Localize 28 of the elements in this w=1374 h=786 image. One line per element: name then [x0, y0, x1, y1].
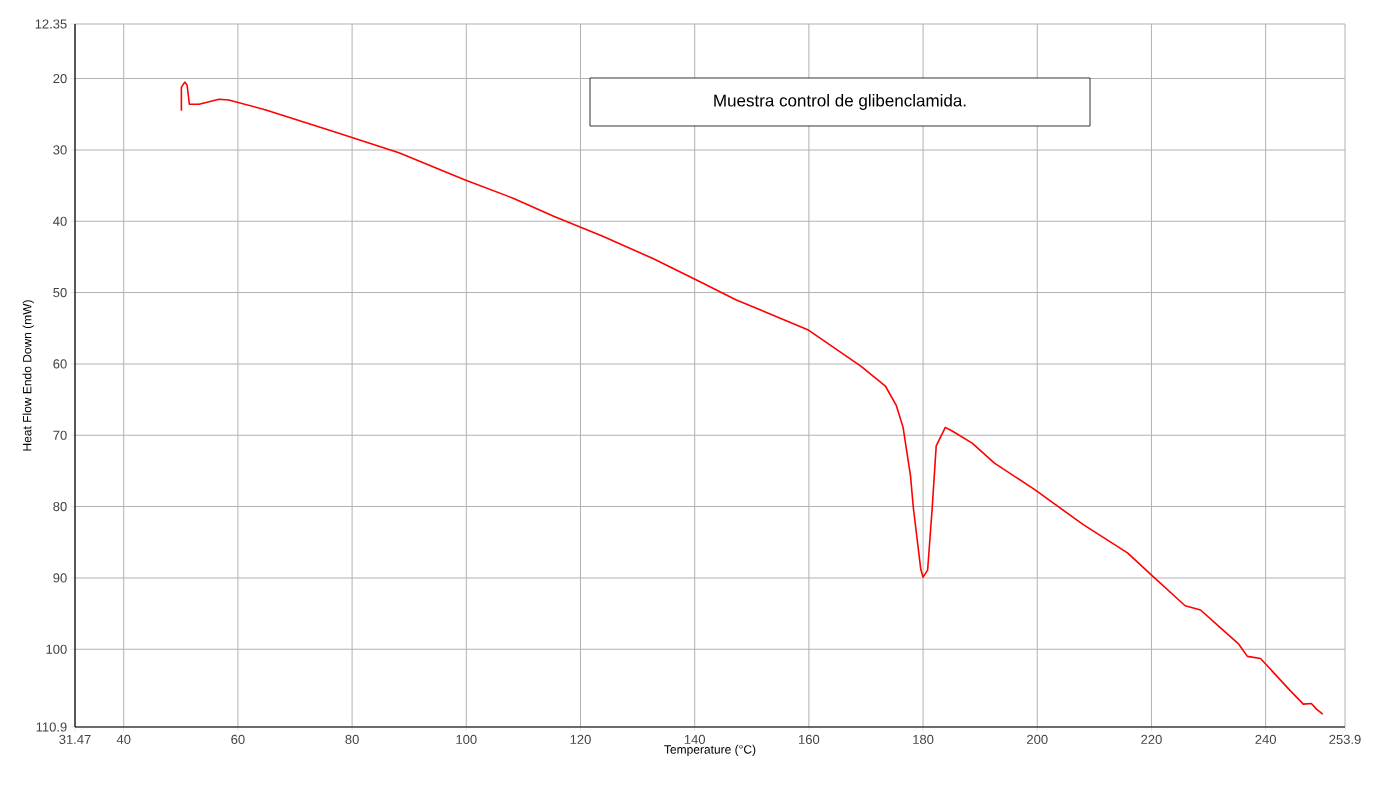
x-tick-label: 160 — [799, 734, 820, 744]
y-tick-label: 80 — [53, 501, 67, 512]
x-tick-label: 120 — [570, 734, 591, 744]
y-tick-label: 100 — [46, 644, 67, 654]
x-tick-label: 240 — [1255, 734, 1276, 744]
x-tick-label: 220 — [1141, 734, 1162, 744]
x-tick-label: 100 — [456, 734, 477, 744]
y-tick-label: 60 — [53, 359, 67, 369]
x-tick-label: 80 — [345, 734, 359, 744]
y-tick-label: 90 — [53, 573, 67, 583]
y-tick-label: 50 — [53, 287, 67, 298]
x-tick-label: 40 — [116, 734, 131, 744]
x-tick-label: 180 — [913, 734, 934, 744]
y-axis-title: Heat Flow Endo Down (mW) — [22, 300, 34, 451]
y-tick-label: 20 — [53, 73, 67, 84]
x-tick-label: 140 — [684, 734, 706, 744]
y-tick-label: 12.35 — [35, 19, 67, 29]
y-tick-label: 30 — [53, 145, 67, 155]
x-tick-label: 253.9 — [1329, 734, 1361, 744]
y-tick-label: 70 — [53, 430, 67, 440]
annotation: Muestra control de glibenclamida. — [714, 94, 966, 110]
line-series — [180, 81, 1324, 715]
x-tick-label: 31.47 — [59, 734, 91, 744]
x-tick-label: 60 — [231, 734, 245, 744]
y-tick-label: 40 — [53, 216, 67, 226]
y-tick-label: 110.9 — [36, 722, 67, 732]
x-tick-label: 200 — [1027, 734, 1048, 744]
x-axis-title: Temperature (°C) — [664, 744, 756, 757]
